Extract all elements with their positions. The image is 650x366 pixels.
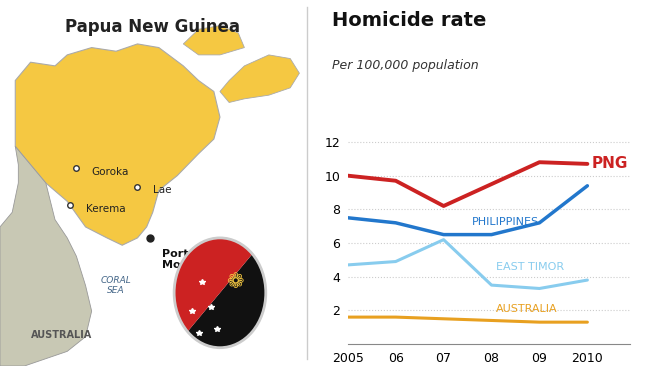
Text: Lae: Lae — [153, 185, 171, 195]
Text: Port
Moresby: Port Moresby — [162, 249, 215, 270]
Text: PHILIPPINES: PHILIPPINES — [473, 217, 540, 227]
Text: Papua New Guinea: Papua New Guinea — [65, 18, 240, 36]
Polygon shape — [183, 26, 244, 55]
Text: AUSTRALIA: AUSTRALIA — [31, 330, 92, 340]
Text: EAST TIMOR: EAST TIMOR — [497, 262, 564, 272]
Text: CORAL
SEA: CORAL SEA — [101, 276, 131, 295]
Text: AUSTRALIA: AUSTRALIA — [497, 304, 558, 314]
Text: Goroka: Goroka — [92, 167, 129, 177]
Text: Homicide rate: Homicide rate — [332, 11, 486, 30]
Polygon shape — [220, 55, 300, 102]
Text: ❁: ❁ — [226, 272, 244, 292]
Text: PNG: PNG — [592, 156, 628, 171]
Wedge shape — [188, 254, 266, 348]
Text: Kerema: Kerema — [86, 203, 125, 214]
Text: Per 100,000 population: Per 100,000 population — [332, 59, 478, 72]
Wedge shape — [174, 238, 252, 332]
Polygon shape — [16, 44, 220, 245]
Polygon shape — [0, 146, 92, 366]
